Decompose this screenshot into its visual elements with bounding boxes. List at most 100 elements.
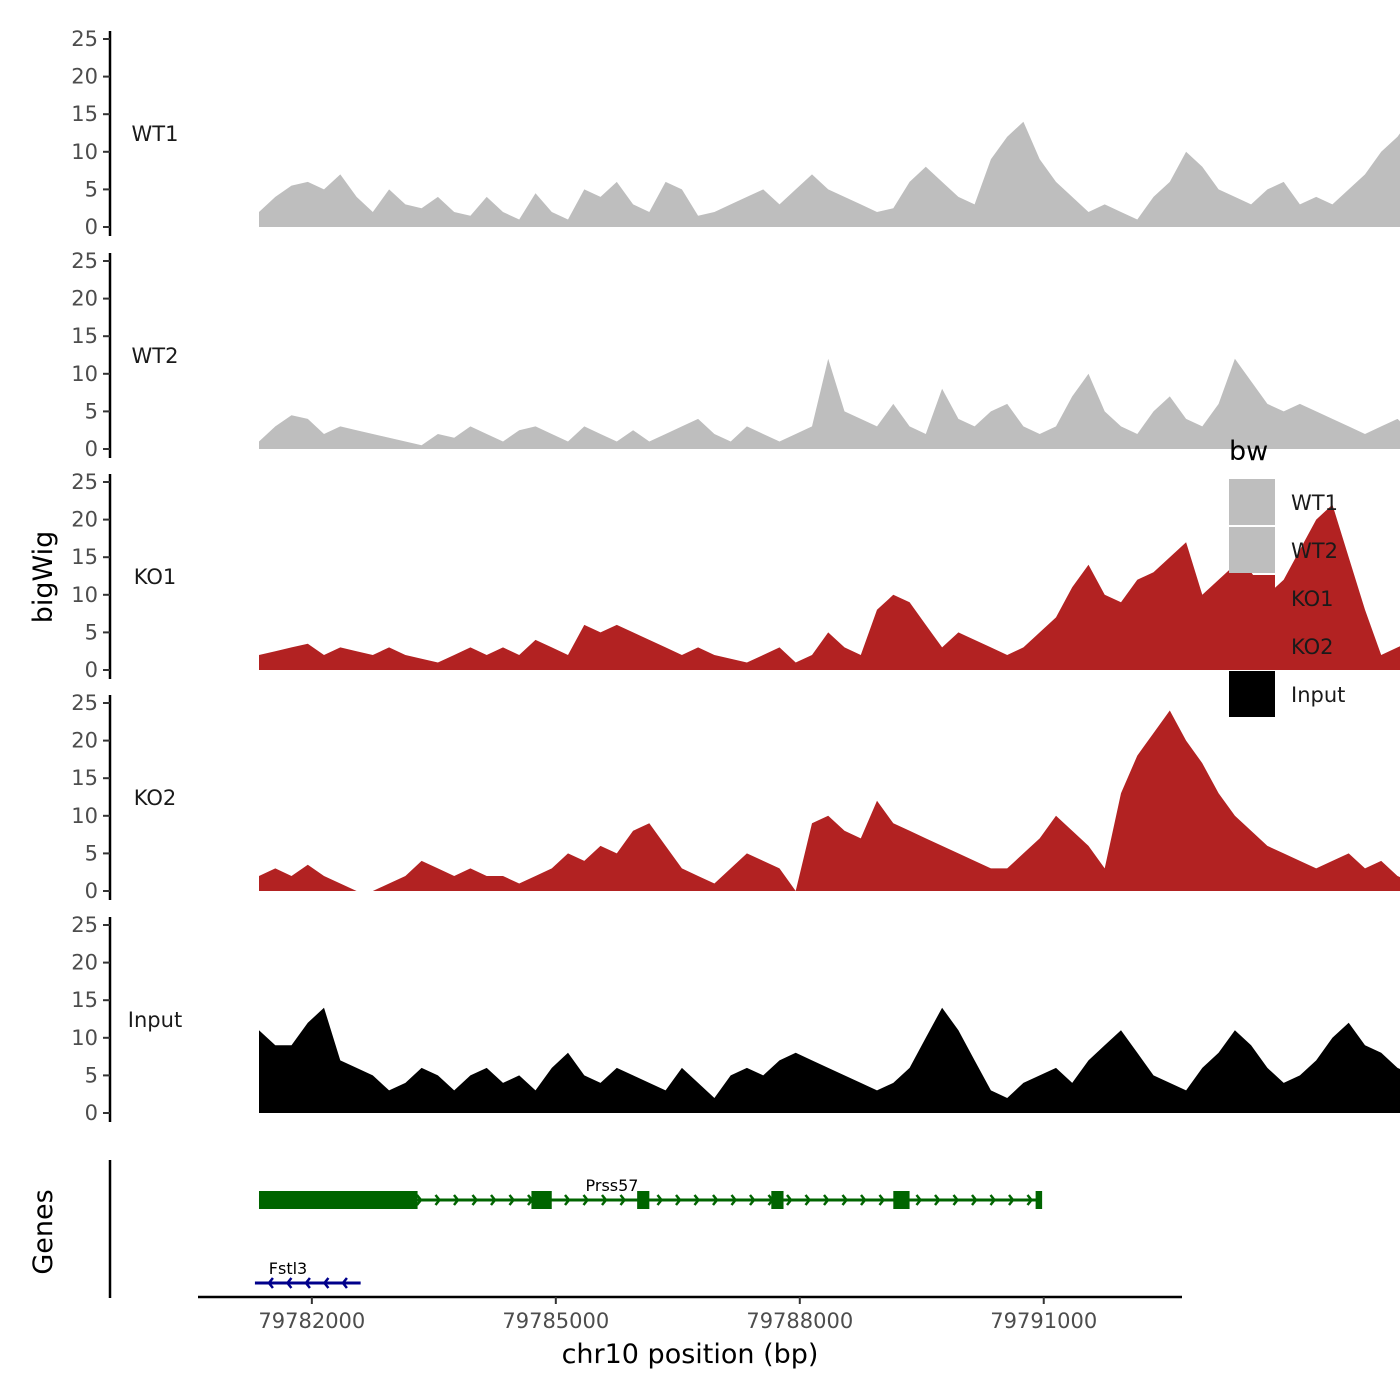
y-tick-label: 0 — [85, 879, 98, 903]
strand-arrow-icon — [841, 1194, 849, 1206]
strand-arrow-icon — [285, 1277, 293, 1289]
x-tick-label: 79785000 — [502, 1309, 609, 1333]
area-series-wt2 — [259, 358, 1400, 449]
strand-arrow-icon — [453, 1194, 460, 1206]
gene-label: Fstl3 — [269, 1259, 307, 1278]
area-series-wt1 — [259, 121, 1400, 227]
y-tick-label: 5 — [85, 620, 98, 644]
strand-arrow-icon — [749, 1194, 756, 1206]
y-tick-label: 5 — [85, 841, 98, 865]
strand-arrow-icon — [915, 1194, 923, 1206]
y-tick-label: 25 — [71, 249, 98, 273]
y-tick-label: 20 — [71, 951, 98, 975]
legend-swatch — [1229, 671, 1275, 717]
strand-arrow-icon — [582, 1194, 590, 1206]
strand-arrow-icon — [952, 1194, 960, 1206]
strand-arrow-icon — [934, 1194, 941, 1206]
track-ko1: 0 5 10 15 20 25 KO1 — [71, 470, 1400, 682]
legend-swatch — [1229, 623, 1275, 669]
x-axis-title: chr10 position (bp) — [562, 1339, 819, 1370]
tracks-layer: 0510152025WT10510152025WT20510152025KO10… — [71, 27, 1400, 1125]
strand-arrow-icon — [675, 1194, 682, 1206]
x-tick-label: 79782000 — [258, 1309, 365, 1333]
track-wt1: 0 5 10 15 20 25 WT1 — [71, 27, 1400, 239]
exon-block — [1035, 1191, 1043, 1209]
strand-arrow-icon — [434, 1194, 442, 1206]
y-tick-label: 15 — [71, 324, 98, 348]
strand-arrow-icon — [416, 1194, 423, 1206]
track-wt2: 0 5 10 15 20 25 WT2 — [71, 249, 1400, 461]
gene-prss57: Prss57 — [258, 1176, 1043, 1209]
legend-swatch — [1229, 575, 1275, 621]
strand-arrow-icon — [619, 1194, 627, 1206]
y-tick-label: 0 — [85, 658, 98, 682]
track-label: WT2 — [132, 344, 179, 368]
genes-axis-title: Genes — [28, 1189, 59, 1274]
track-label: KO1 — [134, 565, 177, 589]
track-label: KO2 — [134, 786, 177, 810]
legend-label: Input — [1291, 683, 1345, 707]
strand-arrow-icon — [341, 1277, 348, 1289]
strand-arrow-icon — [878, 1194, 886, 1206]
y-axis-title: bigWig — [28, 531, 59, 624]
legend-item-wt2: WT2 — [1229, 527, 1338, 573]
strand-arrow-icon — [804, 1194, 812, 1206]
y-tick-label: 15 — [71, 766, 98, 790]
y-tick-label: 5 — [85, 177, 98, 201]
legend-item-ko1: KO1 — [1229, 575, 1334, 621]
exon-block — [637, 1191, 650, 1209]
strand-arrow-icon — [786, 1194, 793, 1206]
area-series-input — [259, 1007, 1400, 1113]
y-tick-label: 15 — [71, 102, 98, 126]
strand-arrow-icon — [471, 1194, 479, 1206]
y-tick-label: 20 — [71, 287, 98, 311]
legend: bw WT1 WT2 KO1 KO2 Input — [1229, 436, 1345, 717]
track-input: 0 5 10 15 20 25 Input — [71, 913, 1400, 1125]
strand-arrow-icon — [1026, 1194, 1034, 1206]
legend-label: WT1 — [1291, 491, 1338, 515]
strand-arrow-icon — [601, 1194, 608, 1206]
strand-arrow-icon — [712, 1194, 719, 1206]
strand-arrow-icon — [490, 1194, 497, 1206]
strand-arrow-icon — [823, 1194, 830, 1206]
legend-label: KO2 — [1291, 635, 1334, 659]
area-series-ko1 — [259, 504, 1400, 670]
exon-block — [771, 1191, 784, 1209]
gene-fstl3: Fstl3 — [254, 1259, 361, 1289]
legend-item-wt1: WT1 — [1229, 479, 1338, 525]
exon-block — [258, 1191, 418, 1209]
strand-arrow-icon — [656, 1194, 664, 1206]
y-tick-label: 25 — [71, 27, 98, 51]
y-tick-label: 25 — [71, 470, 98, 494]
strand-arrow-icon — [693, 1194, 701, 1206]
legend-label: WT2 — [1291, 539, 1338, 563]
y-tick-label: 10 — [71, 1026, 98, 1050]
legend-title: bw — [1229, 436, 1268, 467]
x-tick-label: 79791000 — [990, 1309, 1097, 1333]
strand-arrow-icon — [989, 1194, 997, 1206]
strand-arrow-icon — [267, 1277, 274, 1289]
y-tick-label: 5 — [85, 1063, 98, 1087]
y-tick-label: 20 — [71, 65, 98, 89]
x-axis: 79782000 79785000 79788000 79791000 — [198, 1295, 1182, 1333]
legend-item-ko2: KO2 — [1229, 623, 1334, 669]
legend-label: KO1 — [1291, 587, 1334, 611]
track-label: Input — [128, 1008, 182, 1032]
strand-arrow-icon — [730, 1194, 738, 1206]
y-tick-label: 10 — [71, 362, 98, 386]
area-series-ko2 — [259, 710, 1400, 891]
exon-block — [893, 1191, 910, 1209]
gene-label: Prss57 — [586, 1176, 639, 1195]
legend-swatch — [1229, 527, 1275, 573]
y-tick-label: 0 — [85, 437, 98, 461]
x-tick-label: 79788000 — [746, 1309, 853, 1333]
y-tick-label: 15 — [71, 988, 98, 1012]
legend-item-input: Input — [1229, 671, 1345, 717]
strand-arrow-icon — [508, 1194, 516, 1206]
genes-layer: Prss57 Fstl3 — [108, 1160, 1043, 1298]
track-ko2: 0 5 10 15 20 25 KO2 — [71, 691, 1400, 903]
y-tick-label: 0 — [85, 1101, 98, 1125]
strand-arrow-icon — [304, 1277, 311, 1289]
